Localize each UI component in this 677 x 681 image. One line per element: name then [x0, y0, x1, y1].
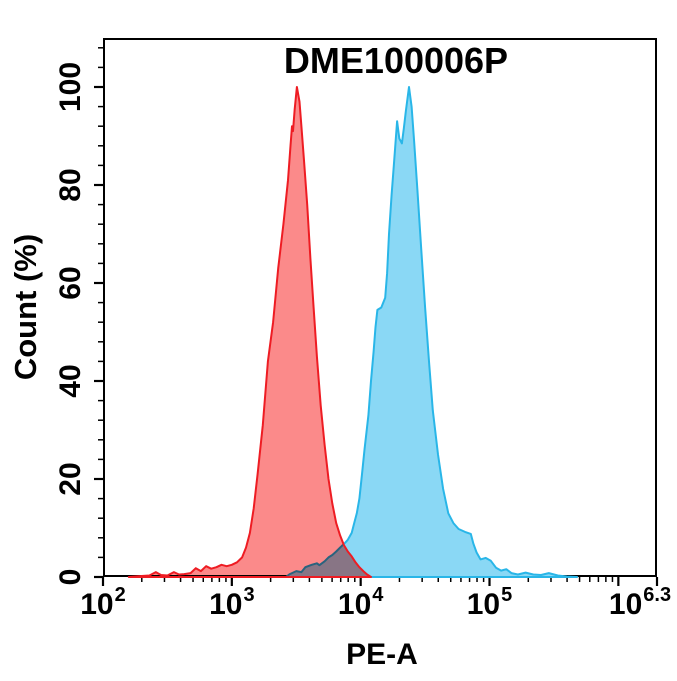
x-tick-label-10e4: 104: [337, 584, 384, 621]
x-tick-label-10e6.3: 106.3: [608, 584, 672, 621]
y-tick-label-80: 80: [54, 168, 87, 202]
histogram-curves: [127, 86, 579, 578]
y-tick-label-20: 20: [54, 462, 87, 496]
y-tick-label-60: 60: [54, 266, 87, 300]
red-histogram-fill: [128, 87, 371, 577]
x-tick-label-10e5: 105: [466, 584, 513, 621]
chart-title: DME100006P: [283, 40, 509, 81]
y-tick-label-40: 40: [54, 364, 87, 398]
red-histogram-outline: [127, 86, 372, 578]
x-tick-label-10e3: 103: [209, 584, 255, 621]
y-axis-title: Count (%): [8, 233, 43, 381]
y-tick-label-0: 0: [54, 568, 87, 586]
x-tick-label-10e2: 102: [80, 584, 126, 621]
x-axis-title: PE-A: [346, 638, 418, 671]
y-tick-label-100: 100: [54, 61, 87, 113]
